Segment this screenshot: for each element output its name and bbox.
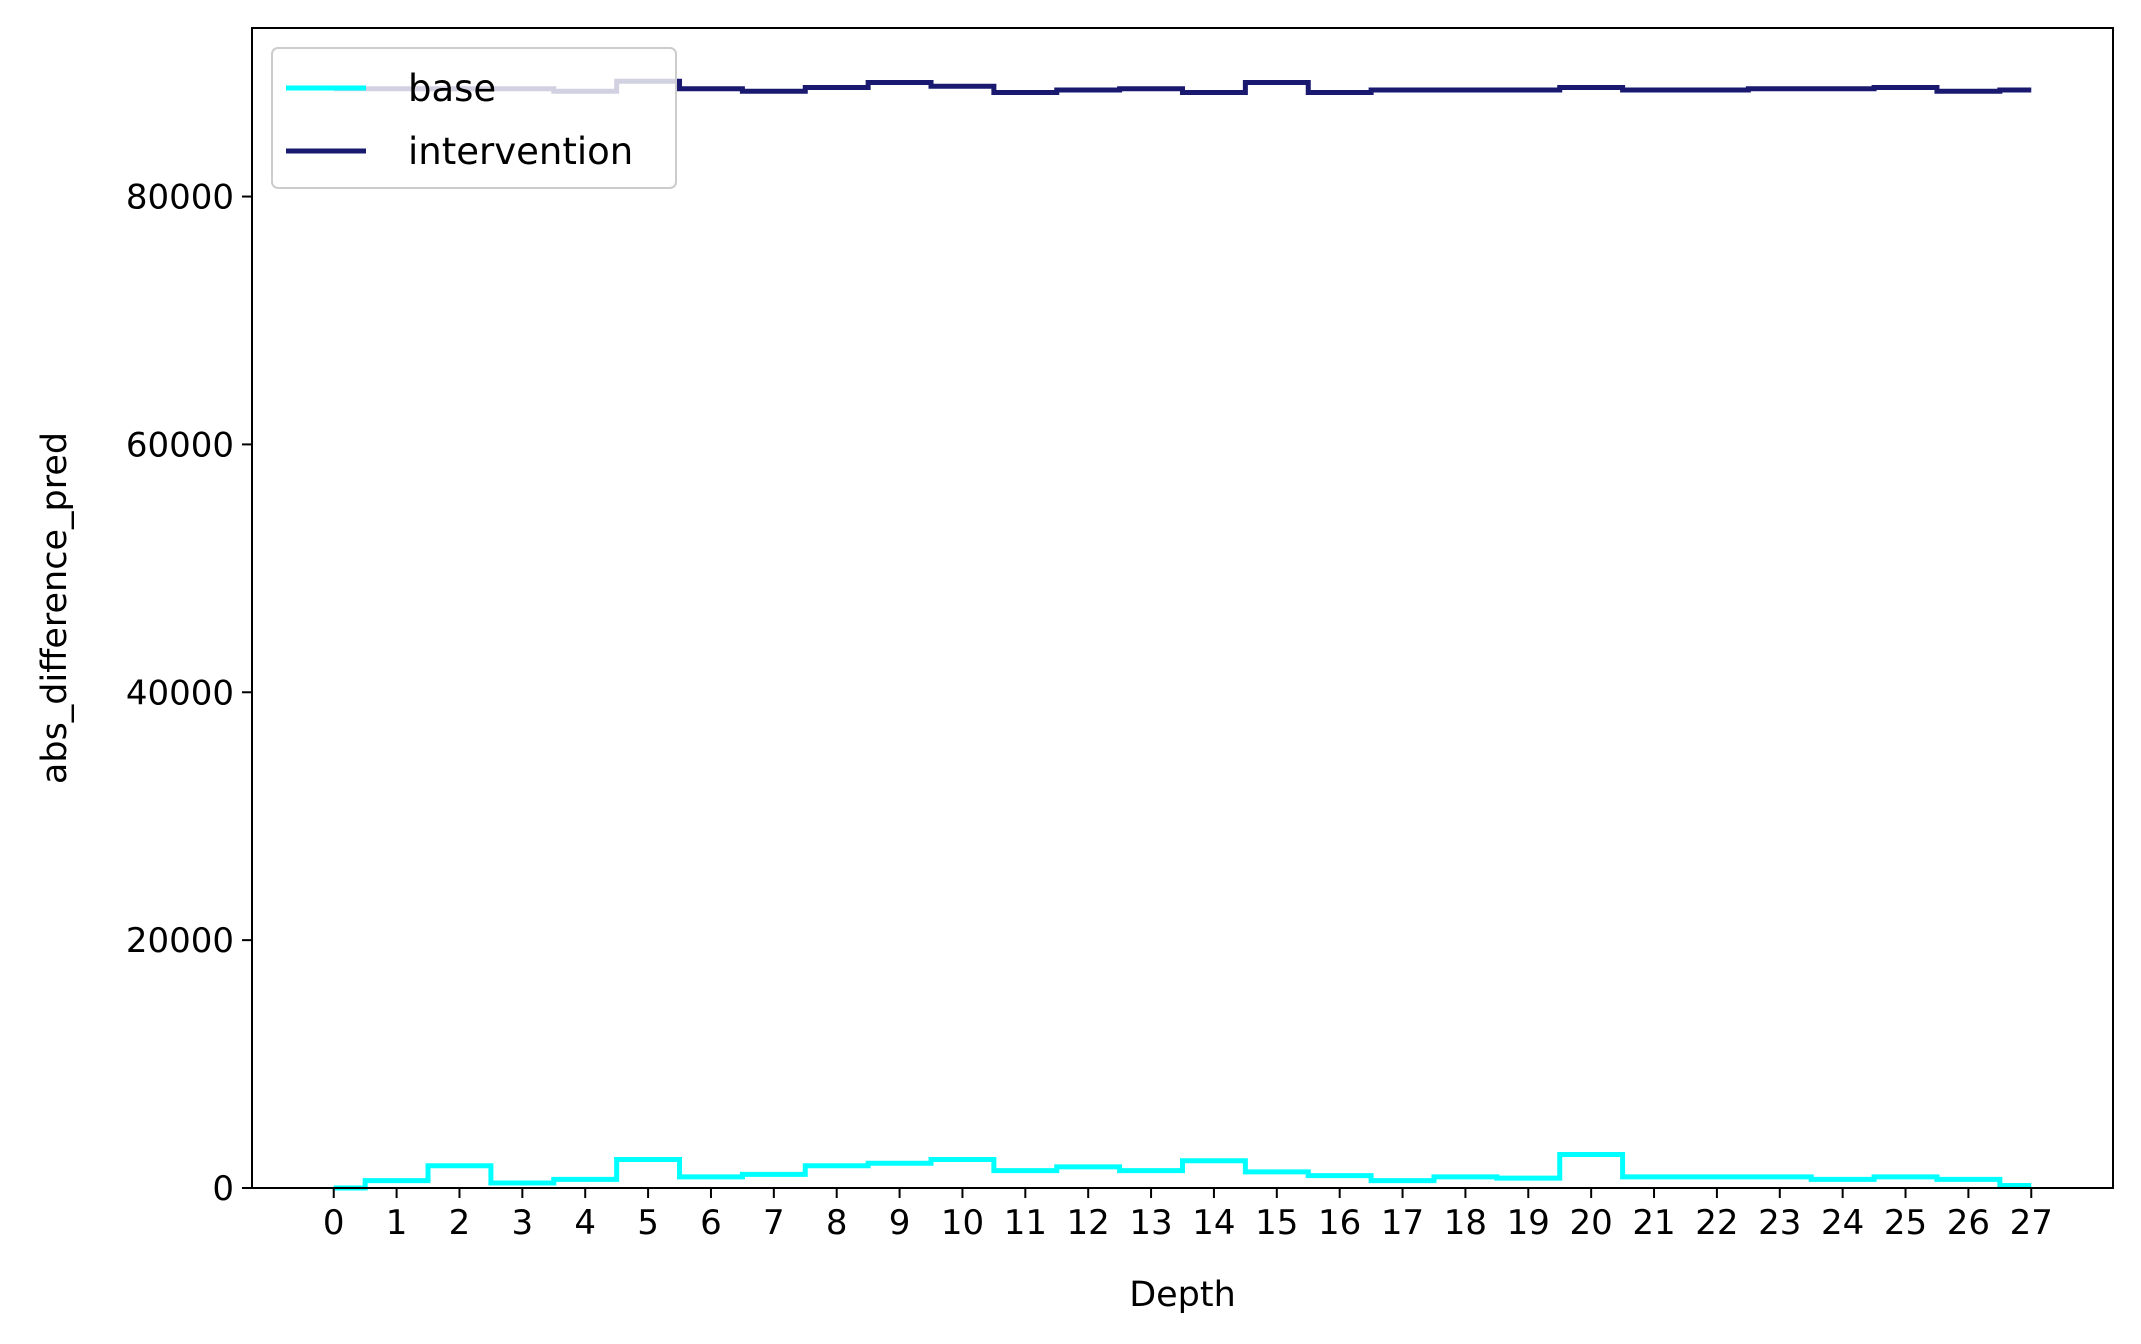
x-tick-label: 17: [1381, 1203, 1424, 1243]
x-tick-label: 6: [700, 1203, 722, 1243]
legend-box: [271, 47, 677, 189]
legend: base intervention: [271, 47, 677, 189]
x-tick-label: 10: [941, 1203, 984, 1243]
x-tick-label: 26: [1947, 1203, 1990, 1243]
y-tick-label: 80000: [126, 178, 234, 218]
x-tick-label: 25: [1884, 1203, 1927, 1243]
x-tick-label: 15: [1255, 1203, 1298, 1243]
x-tick-label: 9: [889, 1203, 911, 1243]
x-tick-label: 23: [1758, 1203, 1801, 1243]
x-tick-label: 22: [1695, 1203, 1738, 1243]
x-tick-label: 3: [512, 1203, 534, 1243]
y-tick-label: 60000: [126, 425, 234, 465]
series-line-intervention: [333, 78, 2032, 95]
x-tick-label: 16: [1318, 1203, 1361, 1243]
x-tick-label: 4: [574, 1203, 596, 1243]
y-tick-label: 40000: [126, 673, 234, 713]
x-tick-label: 11: [1004, 1203, 1047, 1243]
x-tick-label: 21: [1632, 1203, 1675, 1243]
y-axis: 0 20000 40000 60000 80000: [126, 178, 252, 1209]
x-axis-label: Depth: [1129, 1275, 1236, 1315]
y-axis-label: abs_difference_pred: [35, 432, 75, 784]
x-tick-label: 1: [386, 1203, 408, 1243]
plot-frame: [251, 27, 2114, 1189]
x-tick-label: 2: [449, 1203, 471, 1243]
x-tick-label: 13: [1129, 1203, 1172, 1243]
series-line-base: [333, 1152, 2032, 1191]
x-tick-label: 0: [323, 1203, 345, 1243]
y-tick-label: 20000: [126, 921, 234, 961]
x-tick-label: 24: [1821, 1203, 1864, 1243]
x-tick-label: 27: [2010, 1203, 2053, 1243]
x-axis: 0 1 2 3 4 5 6 7 8 9 10 11 12 13 14 15 16 17 18 19 20 21 22 23 24…: [323, 1188, 2053, 1243]
x-tick-label: 7: [763, 1203, 785, 1243]
x-tick-label: 12: [1067, 1203, 1110, 1243]
x-tick-label: 19: [1507, 1203, 1550, 1243]
x-tick-label: 8: [826, 1203, 848, 1243]
x-tick-label: 18: [1444, 1203, 1487, 1243]
legend-label-base: base: [408, 67, 496, 110]
x-tick-label: 20: [1570, 1203, 1613, 1243]
y-tick-label: 0: [212, 1169, 234, 1209]
x-tick-label: 14: [1192, 1203, 1235, 1243]
legend-label-intervention: intervention: [408, 130, 633, 173]
x-tick-label: 5: [637, 1203, 659, 1243]
series-layer: [333, 78, 2032, 1191]
